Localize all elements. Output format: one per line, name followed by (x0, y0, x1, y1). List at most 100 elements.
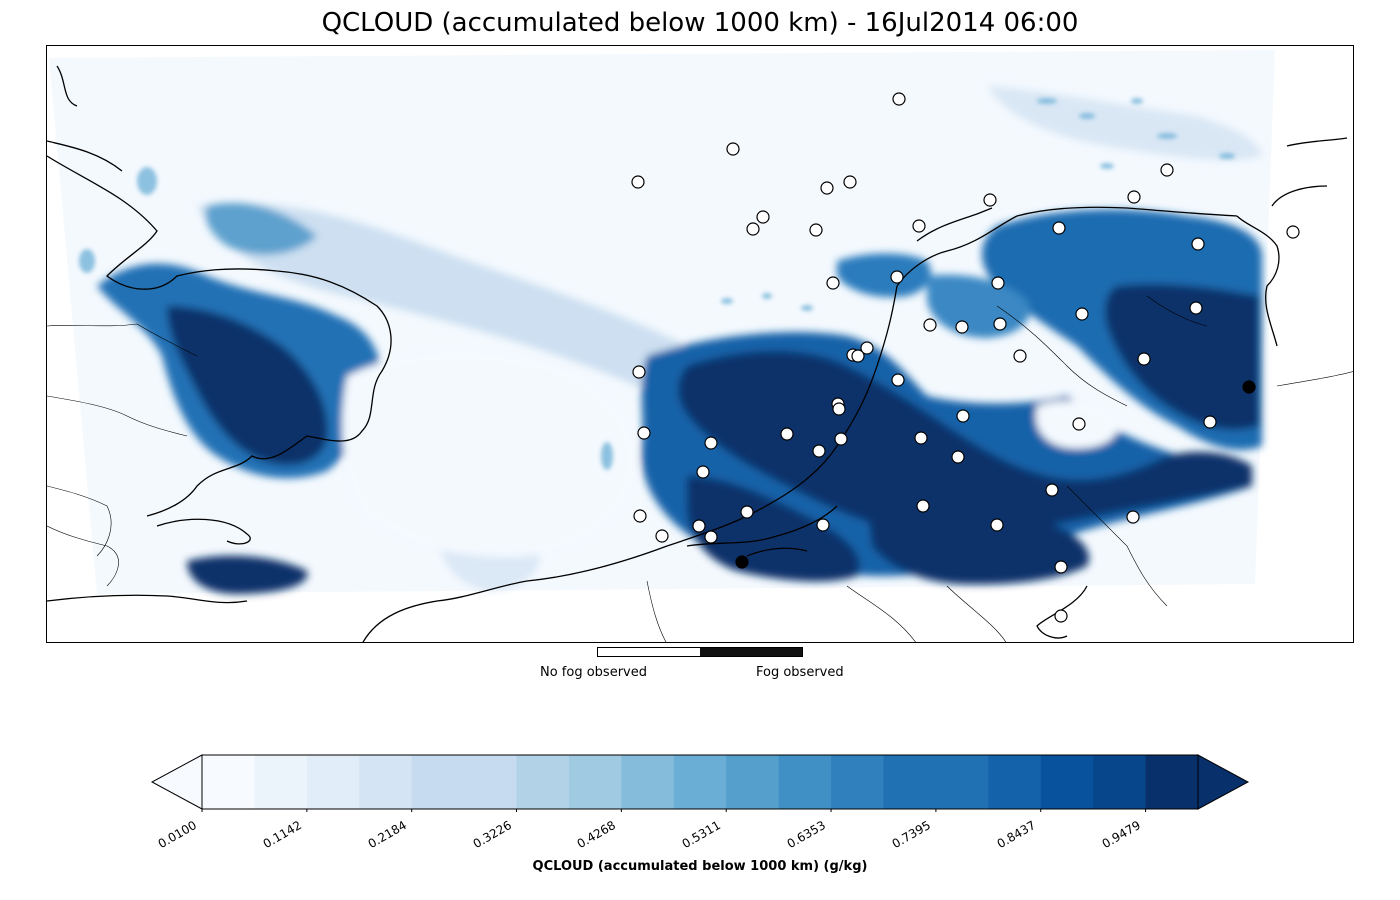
colorbar-bin (306, 755, 360, 809)
station-no-fog (991, 276, 1005, 290)
fog-legend-bar (597, 647, 803, 657)
station-fog (1242, 380, 1256, 394)
colorbar-bin (988, 755, 1042, 809)
station-no-fog (1045, 483, 1059, 497)
station-no-fog (891, 373, 905, 387)
fog-label: Fog observed (756, 665, 844, 680)
station-no-fog (914, 431, 928, 445)
station-no-fog (1191, 237, 1205, 251)
station-no-fog (632, 365, 646, 379)
coastlines (47, 65, 1348, 642)
station-no-fog (631, 175, 645, 189)
station-no-fog (756, 210, 770, 224)
station-no-fog (1127, 190, 1141, 204)
station-no-fog (1072, 417, 1086, 431)
station-no-fog (704, 530, 718, 544)
station-fog (735, 555, 749, 569)
colorbar (150, 752, 1250, 813)
station-no-fog (1054, 560, 1068, 574)
colorbar-bin (935, 755, 989, 809)
station-no-fog (951, 450, 965, 464)
station-no-fog (832, 402, 846, 416)
map-panel (46, 45, 1354, 643)
colorbar-bin (464, 755, 518, 809)
station-no-fog (1203, 415, 1217, 429)
station-no-fog (923, 318, 937, 332)
colorbar-bin (1145, 755, 1199, 809)
station-no-fog (692, 519, 706, 533)
colorbar-bin (673, 755, 727, 809)
station-no-fog (993, 317, 1007, 331)
colorbar-tick-label: 0.4268 (574, 818, 619, 852)
station-no-fog (637, 426, 651, 440)
cloud-speckles (79, 98, 1235, 470)
station-no-fog (890, 270, 904, 284)
colorbar-border (201, 754, 1199, 810)
colorbar-bin (568, 755, 622, 809)
station-no-fog (704, 436, 718, 450)
colorbar-bin (202, 755, 255, 809)
colorbar-tick-label: 0.3226 (470, 818, 514, 852)
colorbar-under-arrow (150, 754, 203, 810)
station-no-fog (990, 518, 1004, 532)
station-no-fog (809, 223, 823, 237)
colorbar-bin (831, 755, 884, 809)
colorbar-tick-label: 0.8437 (994, 818, 1038, 852)
station-no-fog (1052, 221, 1066, 235)
colorbar-tick-label: 0.2184 (365, 818, 409, 852)
station-no-fog (843, 175, 857, 189)
station-no-fog (780, 427, 794, 441)
fog-swatch (700, 648, 802, 656)
station-no-fog (1075, 307, 1089, 321)
colorbar-bin (359, 755, 413, 809)
colorbar-bin (254, 755, 308, 809)
station-no-fog (726, 142, 740, 156)
colorbar-bin (621, 755, 675, 809)
station-no-fog (912, 219, 926, 233)
station-no-fog (1160, 163, 1174, 177)
station-no-fog (1286, 225, 1300, 239)
station-no-fog (851, 349, 865, 363)
station-no-fog (633, 509, 647, 523)
station-no-fog (1013, 349, 1027, 363)
station-no-fog (860, 341, 874, 355)
colorbar-bin (778, 755, 832, 809)
station-no-fog (746, 222, 760, 236)
colorbar-tick-label: 0.0100 (155, 818, 199, 852)
colorbar-tick-label: 0.5311 (679, 818, 724, 852)
station-no-fog (1126, 510, 1140, 524)
colorbar-label: QCLOUD (accumulated below 1000 km) (g/kg… (532, 859, 868, 874)
colorbar-bin (411, 755, 465, 809)
station-no-fog (1054, 609, 1068, 623)
station-no-fog (655, 529, 669, 543)
station-no-fog (916, 499, 930, 513)
no-fog-label: No fog observed (540, 665, 647, 680)
colorbar-tick-label: 0.6353 (784, 818, 829, 852)
map-title: QCLOUD (accumulated below 1000 km) - 16J… (321, 8, 1079, 38)
station-no-fog (1137, 352, 1151, 366)
country-borders (47, 295, 1353, 642)
station-no-fog (892, 92, 906, 106)
station-no-fog (826, 276, 840, 290)
station-no-fog (956, 409, 970, 423)
station-no-fog (955, 320, 969, 334)
colorbar-bin (883, 755, 937, 809)
station-no-fog (740, 505, 754, 519)
station-no-fog (983, 193, 997, 207)
no-fog-swatch (598, 648, 700, 656)
station-no-fog (816, 518, 830, 532)
colorbar-bin (1040, 755, 1094, 809)
map-canvas (47, 50, 1353, 642)
colorbar-tick-label: 0.7395 (889, 818, 933, 852)
colorbar-bin (726, 755, 780, 809)
station-markers (631, 92, 1300, 623)
station-no-fog (696, 465, 710, 479)
station-no-fog (820, 181, 834, 195)
colorbar-tick-label: 0.9479 (1099, 818, 1143, 852)
station-no-fog (834, 432, 848, 446)
colorbar-over-arrow (1197, 754, 1250, 810)
colorbar-bin (1093, 755, 1147, 809)
cloud-field (97, 86, 1262, 594)
station-no-fog (1189, 301, 1203, 315)
colorbar-tick-label: 0.1142 (260, 818, 304, 852)
